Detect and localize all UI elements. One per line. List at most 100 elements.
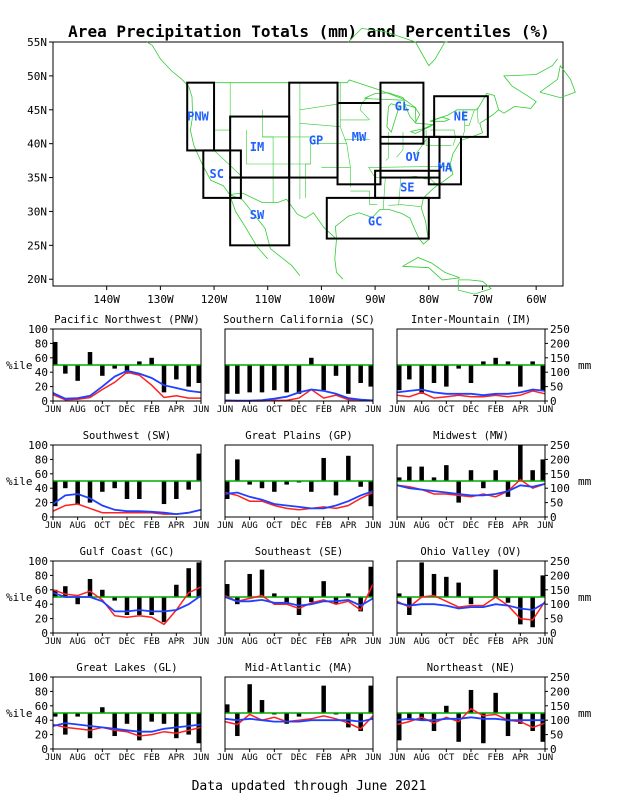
percentile-bar bbox=[124, 713, 130, 724]
month-tick-label: FEB bbox=[488, 637, 504, 647]
month-tick-label: JUN bbox=[217, 753, 233, 763]
month-tick-label: JUN bbox=[193, 637, 209, 647]
mm-tick-label: 0 bbox=[550, 743, 557, 756]
percentile-bar bbox=[137, 481, 142, 499]
mm-tick-label: 50 bbox=[550, 613, 563, 626]
percentile-bar bbox=[174, 481, 179, 499]
percentile-bar bbox=[518, 713, 523, 724]
longitude-tick-label: 80W bbox=[419, 293, 439, 306]
panel-pnw: Pacific Northwest (PNW) JUN AUG OCT DEC FEB AP… bbox=[6, 314, 209, 415]
percentile-bar bbox=[137, 713, 142, 741]
observed-mm-line bbox=[396, 390, 546, 399]
month-tick-label: FEB bbox=[488, 753, 504, 763]
state-boundary bbox=[396, 132, 404, 158]
percentile-tick-label: 60 bbox=[35, 700, 48, 713]
month-tick-label: OCT bbox=[438, 637, 455, 647]
month-tick-label: JUN bbox=[537, 521, 553, 531]
percentile-bar bbox=[247, 481, 252, 485]
percentile-bar bbox=[87, 579, 93, 597]
percentile-bar bbox=[518, 445, 523, 481]
mm-tick-label: 100 bbox=[550, 366, 570, 379]
percentile-bar bbox=[419, 562, 424, 597]
region-panels: Pacific Northwest (PNW) JUN AUG OCT DEC FEB AP… bbox=[6, 314, 592, 763]
percentile-tick-label: 60 bbox=[35, 352, 48, 365]
latitude-tick-label: 35N bbox=[27, 172, 47, 185]
month-tick-label: JUN bbox=[365, 405, 381, 415]
month-tick-label: OCT bbox=[266, 521, 283, 531]
state-boundary bbox=[462, 109, 466, 137]
percentile-bar bbox=[112, 597, 117, 601]
percentile-bar bbox=[272, 593, 277, 597]
state-boundary bbox=[339, 82, 351, 168]
panel-se: Southeast (SE) JUN AUG OCT DEC FEB APR JUN bbox=[217, 546, 381, 647]
region-boxes: PNW SC IM SW GP MW GL NE OV MA SE GC bbox=[186, 81, 489, 247]
region-label-mw: MW bbox=[352, 130, 367, 144]
state-boundary bbox=[476, 107, 479, 124]
percentile-bar bbox=[333, 481, 339, 496]
month-tick-label: JUN bbox=[389, 405, 405, 415]
region-box-ov bbox=[379, 135, 441, 179]
mm-tick-label: 200 bbox=[550, 569, 570, 582]
percentile-bar bbox=[397, 477, 402, 481]
observed-mm-line bbox=[396, 707, 546, 729]
atlantic-canada-coastline bbox=[498, 58, 558, 114]
percentile-bar bbox=[196, 365, 201, 383]
mm-tick-label: 50 bbox=[550, 381, 563, 394]
percentile-bar bbox=[124, 365, 130, 374]
latitude-tick-label: 50N bbox=[27, 70, 47, 83]
percentile-tick-label: 80 bbox=[35, 453, 48, 466]
month-tick-label: JUN bbox=[365, 637, 381, 647]
percentile-tick-label: 40 bbox=[35, 366, 48, 379]
normal-mm-line bbox=[52, 493, 202, 516]
percentile-bar bbox=[321, 457, 326, 481]
observed-mm-line bbox=[52, 723, 202, 737]
state-boundary bbox=[368, 166, 451, 178]
month-tick-label: APR bbox=[512, 637, 529, 647]
percentile-bar bbox=[530, 470, 535, 481]
month-tick-label: APR bbox=[340, 637, 357, 647]
percentile-tick-label: 20 bbox=[35, 729, 48, 742]
observed-mm-line bbox=[224, 491, 374, 511]
percentile-tick-label: 20 bbox=[35, 613, 48, 626]
month-tick-label: AUG bbox=[70, 637, 86, 647]
percentile-bar bbox=[518, 365, 523, 387]
longitude-ticks: 140W 130W 120W 110W 100W 90W 80W 70W 60W bbox=[93, 286, 546, 306]
percentile-bar bbox=[174, 713, 179, 739]
month-tick-label: AUG bbox=[242, 637, 258, 647]
percentile-bar bbox=[493, 569, 498, 597]
percentile-bar bbox=[161, 597, 167, 623]
great-lake-outline bbox=[429, 116, 451, 122]
mm-tick-label: 100 bbox=[550, 598, 570, 611]
percentile-bar bbox=[444, 365, 449, 387]
month-tick-label: DEC bbox=[119, 753, 135, 763]
month-tick-label: DEC bbox=[463, 637, 479, 647]
mm-tick-label: 150 bbox=[550, 584, 570, 597]
percentile-bar bbox=[296, 365, 302, 394]
month-tick-label: JUN bbox=[389, 753, 405, 763]
month-tick-label: FEB bbox=[144, 753, 160, 763]
month-tick-label: APR bbox=[168, 753, 185, 763]
percentile-bar bbox=[368, 685, 373, 713]
percentile-bar bbox=[124, 597, 130, 615]
percentile-bar bbox=[321, 581, 326, 597]
mm-tick-label: 50 bbox=[550, 497, 563, 510]
percentile-bar bbox=[225, 584, 230, 597]
percentile-bar bbox=[75, 365, 80, 381]
percentile-bar bbox=[431, 477, 437, 481]
panel-title: Great Lakes (GL) bbox=[76, 662, 177, 674]
percentile-axis-label: %ile bbox=[6, 359, 33, 372]
percentile-bar bbox=[309, 481, 314, 492]
panel-title: Southwest (SW) bbox=[83, 430, 172, 442]
latitude-tick-label: 55N bbox=[27, 36, 47, 49]
percentile-bar bbox=[186, 365, 191, 387]
month-tick-label: OCT bbox=[266, 753, 283, 763]
percentile-tick-label: 0 bbox=[41, 627, 48, 640]
percentile-bar bbox=[63, 586, 68, 597]
percentile-bar bbox=[137, 597, 142, 615]
observed-mm-line bbox=[52, 503, 202, 515]
percentile-bar bbox=[397, 713, 402, 741]
percentile-bar bbox=[419, 365, 424, 394]
percentile-bar bbox=[530, 597, 535, 628]
percentile-bar bbox=[196, 562, 201, 597]
